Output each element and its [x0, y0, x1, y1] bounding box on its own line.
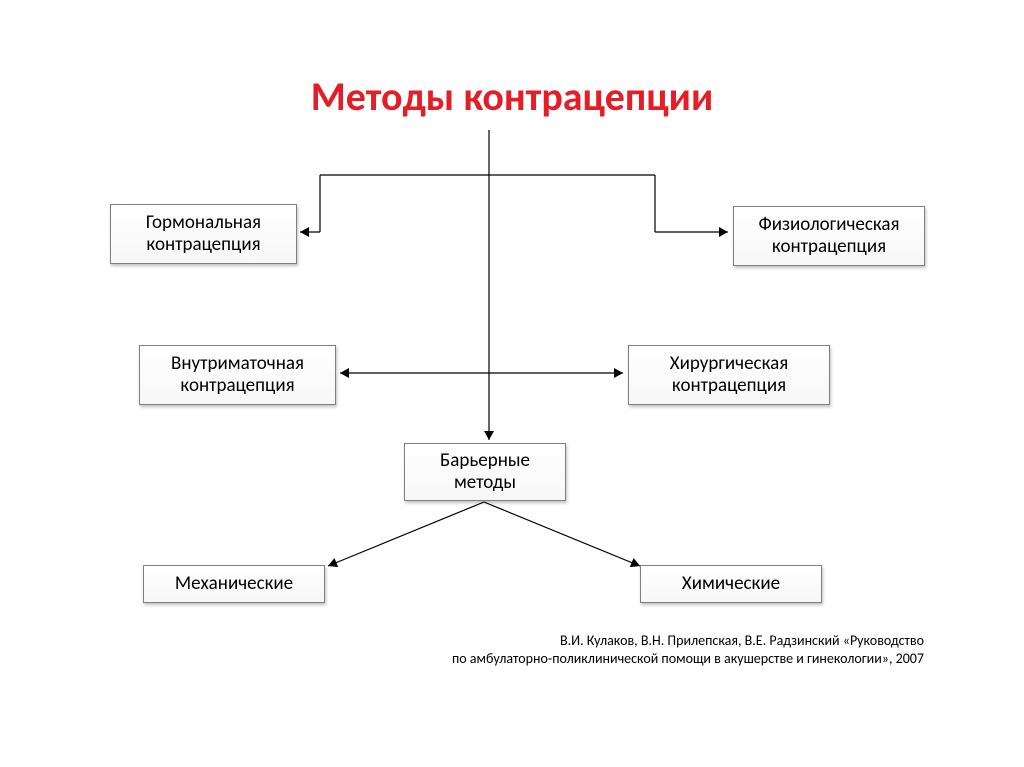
node-mechanical: Механические	[143, 565, 325, 603]
node-label: Гормональная	[146, 212, 261, 234]
diagram-title: Методы контрацепции	[0, 72, 1024, 121]
node-label: Физиологическая	[758, 214, 899, 236]
node-physiological: Физиологическая контрацепция	[733, 206, 925, 266]
node-hormonal: Гормональная контрацепция	[110, 204, 297, 264]
node-label: Механические	[175, 573, 293, 595]
node-intrauterine: Внутриматочная контрацепция	[139, 345, 336, 405]
node-label: контрацепция	[672, 375, 786, 397]
node-label: Внутриматочная	[171, 353, 304, 375]
node-surgical: Хирургическая контрацепция	[628, 345, 830, 405]
node-label: контрацепция	[146, 234, 260, 256]
node-label: контрацепция	[180, 375, 294, 397]
node-chemical: Химические	[640, 565, 822, 603]
node-label: контрацепция	[772, 236, 886, 258]
node-label: Хирургическая	[670, 353, 788, 375]
node-label: Барьерные	[440, 450, 530, 472]
citation-line: по амбулаторно-поликлинической помощи в …	[452, 650, 924, 667]
citation-line: В.И. Кулаков, В.Н. Прилепская, В.Е. Радз…	[560, 632, 924, 649]
node-barrier: Барьерные методы	[404, 443, 566, 501]
node-label: методы	[454, 472, 516, 494]
node-label: Химические	[682, 573, 780, 595]
citation-text: В.И. Кулаков, В.Н. Прилепская, В.Е. Радз…	[452, 632, 924, 667]
